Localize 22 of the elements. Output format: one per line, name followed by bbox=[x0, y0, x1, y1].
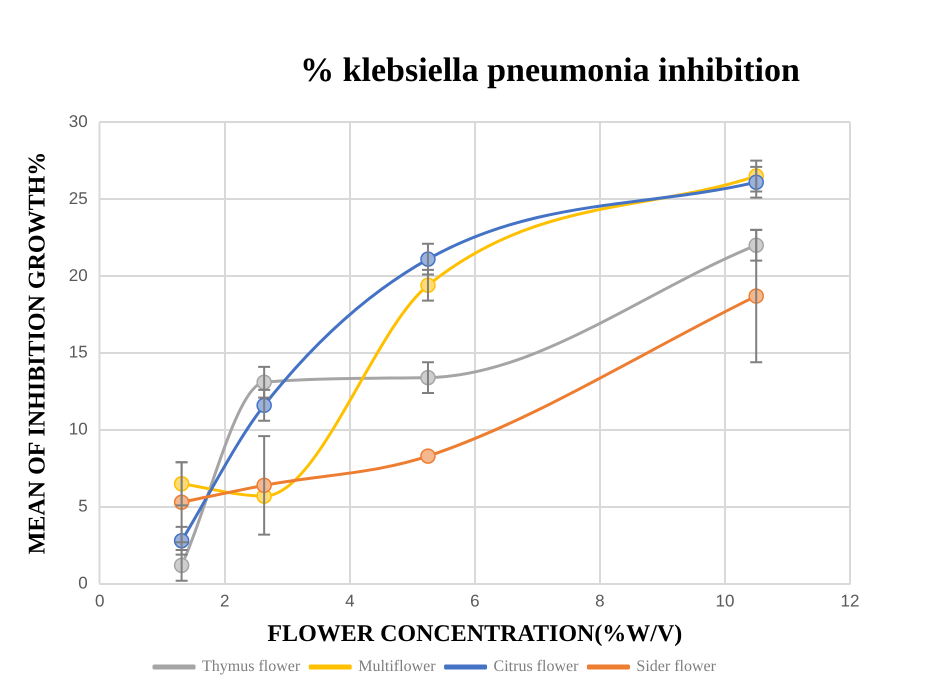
x-tick-label: 10 bbox=[715, 592, 734, 611]
legend-label: Thymus flower bbox=[202, 658, 301, 676]
legend-label: Citrus flower bbox=[494, 658, 580, 676]
x-tick-label: 12 bbox=[840, 592, 860, 611]
x-tick-label: 8 bbox=[595, 592, 605, 611]
legend-label: Sider flower bbox=[636, 658, 717, 676]
y-tick-label: 5 bbox=[78, 496, 88, 516]
y-tick-label: 0 bbox=[78, 573, 88, 592]
y-tick-label: 30 bbox=[68, 112, 88, 131]
x-axis-title: FLOWER CONCENTRATION(%W/V) bbox=[267, 620, 682, 647]
legend-label: Multiflower bbox=[358, 658, 436, 676]
y-tick-label: 25 bbox=[68, 188, 88, 208]
y-tick-label: 20 bbox=[68, 266, 88, 285]
y-tick-label: 10 bbox=[68, 420, 88, 439]
x-tick-label: 0 bbox=[94, 592, 104, 611]
y-tick-label: 15 bbox=[68, 342, 88, 362]
x-tick-label: 6 bbox=[470, 592, 480, 611]
chart-title: % klebsiella pneumonia inhibition bbox=[299, 52, 801, 90]
x-tick-label: 4 bbox=[345, 592, 355, 611]
point bbox=[420, 448, 436, 464]
y-axis-title: MEAN OF INHIBITION GROWTH% bbox=[24, 152, 51, 554]
x-tick-label: 2 bbox=[220, 592, 230, 611]
